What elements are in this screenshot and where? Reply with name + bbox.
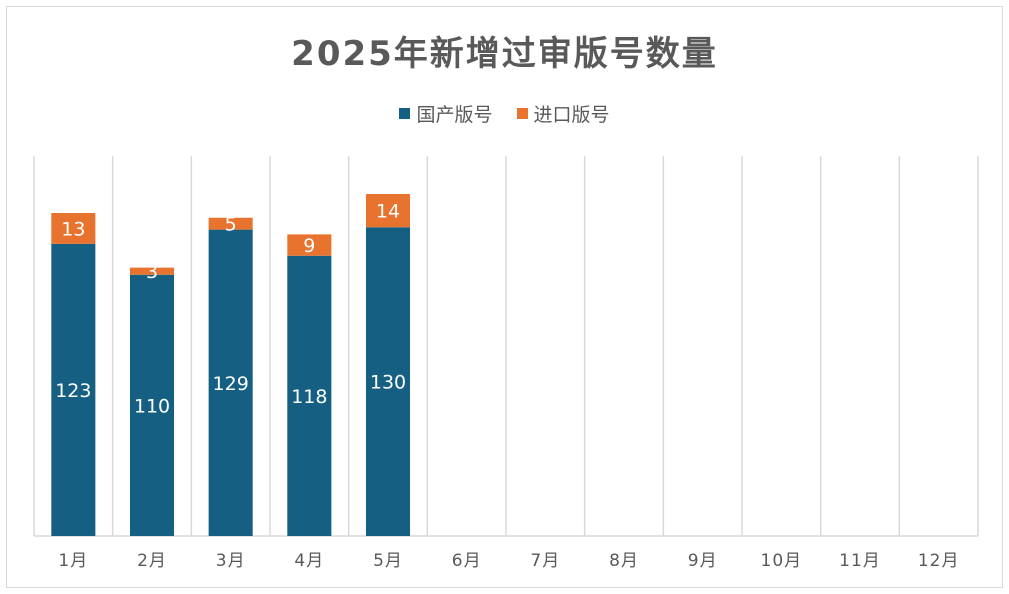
x-tick-label: 7月 (530, 551, 560, 571)
legend-item-imported: 进口版号 (516, 100, 610, 127)
bar-imported (129, 267, 175, 275)
data-label-imported: 3 (146, 261, 158, 283)
x-tick-label: 5月 (373, 551, 403, 571)
legend-swatch-imported (516, 108, 528, 119)
data-label-imported: 9 (303, 235, 315, 257)
x-tick-label: 2月 (137, 551, 167, 571)
x-tick-label: 12月 (918, 551, 960, 571)
legend-item-domestic: 国产版号 (399, 100, 493, 127)
data-label-imported: 14 (376, 201, 400, 223)
x-tick-label: 6月 (452, 551, 482, 571)
x-tick-label: 8月 (609, 551, 639, 571)
data-label-imported: 13 (61, 218, 85, 240)
x-tick-label: 11月 (839, 551, 881, 571)
legend-label-domestic: 国产版号 (416, 104, 493, 126)
x-tick-label: 4月 (294, 551, 324, 571)
x-tick-label: 9月 (688, 551, 718, 571)
data-label-domestic: 118 (291, 386, 327, 408)
bar-imported (365, 194, 411, 228)
chart-title: 2025年新增过审版号数量 (291, 34, 718, 74)
bar-domestic (51, 243, 96, 536)
bar-imported (51, 213, 96, 244)
x-tick-label: 3月 (216, 551, 246, 571)
x-tick-label: 1月 (58, 551, 88, 571)
data-label-domestic: 110 (134, 395, 170, 417)
data-label-domestic: 123 (55, 380, 91, 402)
data-label-domestic: 130 (370, 372, 406, 394)
legend-label-imported: 进口版号 (533, 104, 610, 126)
bar-imported (287, 234, 332, 256)
x-tick-label: 10月 (761, 551, 803, 571)
data-label-imported: 5 (225, 214, 237, 236)
bar-domestic (208, 229, 253, 536)
bar-domestic (129, 274, 175, 536)
bar-domestic (287, 255, 332, 536)
bar-domestic (365, 227, 411, 536)
legend: 国产版号 进口版号 (0, 100, 1009, 127)
legend-swatch-domestic (399, 108, 411, 119)
bar-imported (208, 217, 253, 230)
data-label-domestic: 129 (213, 373, 249, 395)
